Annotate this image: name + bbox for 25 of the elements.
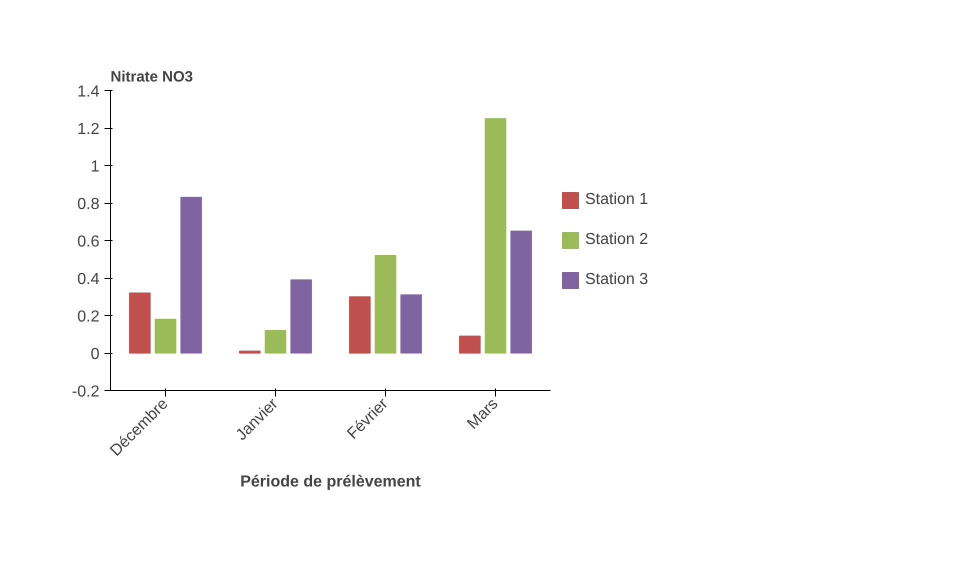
y-tick-label: 0.4 <box>77 271 100 288</box>
legend-label: Station 3 <box>585 271 648 289</box>
bar <box>129 292 151 354</box>
x-axis-title: Période de prélèvement <box>240 474 422 491</box>
bar <box>154 318 176 354</box>
bar <box>400 294 422 354</box>
y-tick-label: 1 <box>90 158 100 176</box>
y-tick-label: 1.4 <box>77 84 100 100</box>
y-tick-label: 0 <box>90 346 100 363</box>
bar <box>459 336 481 354</box>
y-tick-label: 0.8 <box>77 196 100 213</box>
y-tick-label: 0.2 <box>77 308 100 326</box>
bar <box>180 196 202 354</box>
bar <box>349 296 371 354</box>
y-tick-label: -0.2 <box>72 384 100 400</box>
bar <box>264 330 286 354</box>
legend-label: Station 1 <box>585 191 648 209</box>
y-tick-label: 0.6 <box>77 234 100 250</box>
bar <box>290 279 312 354</box>
bar <box>484 118 506 354</box>
bar <box>510 230 532 354</box>
y-axis-title: Nitrate NO3 <box>110 68 194 86</box>
bar <box>374 255 396 354</box>
y-tick-label: 1.2 <box>77 121 100 138</box>
legend-label: Station 2 <box>585 231 648 249</box>
